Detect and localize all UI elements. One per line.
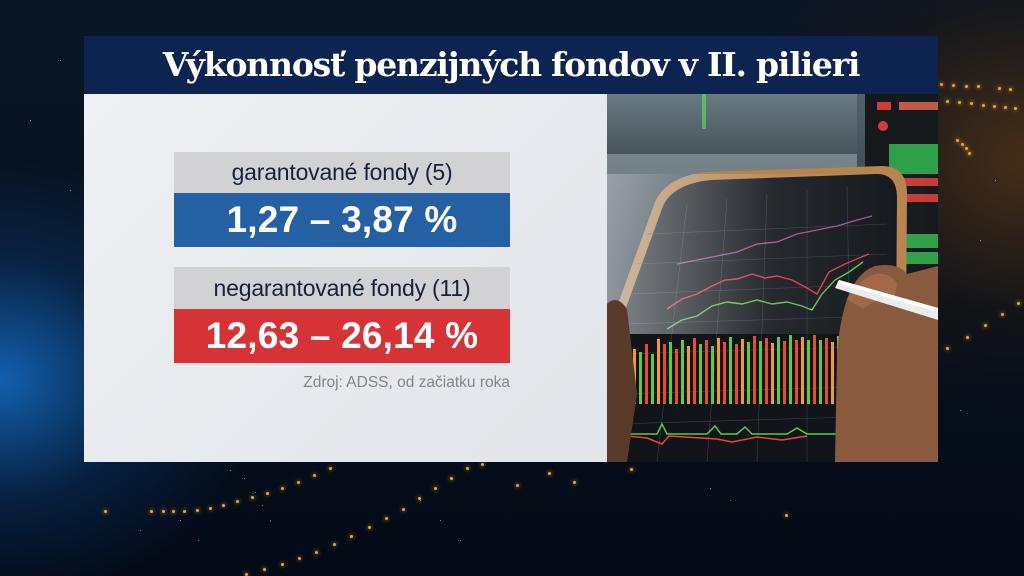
guaranteed-funds-label: garantované fondy (5)	[174, 152, 510, 193]
title-bar: Výkonnosť penzijných fondov v II. pilier…	[84, 36, 938, 94]
stock-chart-photo	[607, 94, 938, 462]
guaranteed-funds-box: garantované fondy (5) 1,27 – 3,87 %	[174, 152, 510, 247]
non-guaranteed-funds-box: negarantované fondy (11) 12,63 – 26,14 %	[174, 267, 510, 363]
stats-panel: garantované fondy (5) 1,27 – 3,87 % nega…	[84, 94, 607, 462]
guaranteed-funds-value: 1,27 – 3,87 %	[174, 193, 510, 247]
non-guaranteed-funds-value: 12,63 – 26,14 %	[174, 309, 510, 363]
page-title: Výkonnosť penzijných fondov v II. pilier…	[162, 44, 861, 84]
tablet-chart-illustration	[607, 94, 938, 462]
non-guaranteed-funds-label: negarantované fondy (11)	[174, 267, 510, 309]
source-note: Zdroj: ADSS, od začiatku roka	[303, 374, 510, 391]
